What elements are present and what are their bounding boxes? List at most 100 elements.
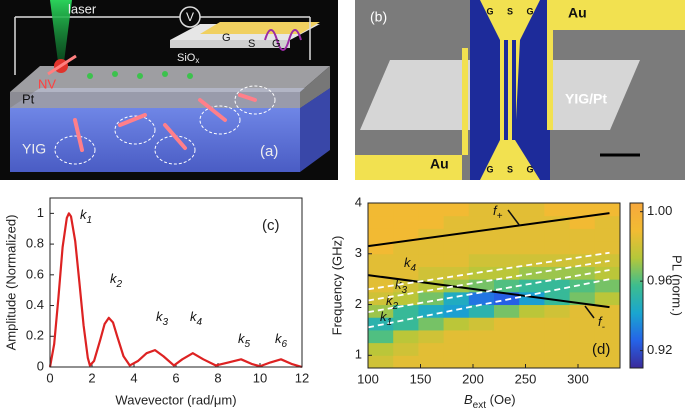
y-tick-label: 0.6	[26, 266, 44, 281]
mode-label-sub: 2	[392, 301, 399, 312]
panel-label: (c)	[262, 217, 280, 234]
heat-cell	[443, 215, 470, 229]
mode-label-main: k	[404, 255, 412, 270]
microwave-wave	[264, 29, 302, 51]
heat-cell	[569, 329, 596, 344]
heat-cell	[569, 228, 596, 242]
heat-cell	[494, 241, 520, 255]
heat-cell	[494, 304, 520, 318]
heat-cell	[569, 317, 596, 331]
x-axis-label: Bext (Oe)	[464, 392, 516, 410]
heat-cell	[468, 253, 495, 267]
heat-cell	[393, 203, 419, 217]
mode-label-main: k	[380, 309, 388, 324]
heat-cell	[418, 266, 445, 280]
heat-cell	[544, 342, 571, 356]
mode-label-sub: 3	[402, 285, 408, 296]
heat-cell	[494, 342, 520, 356]
x-tick-label: 12	[295, 370, 309, 385]
heat-cell	[443, 355, 470, 369]
heat-cell	[393, 253, 419, 267]
yig-slab	[10, 108, 300, 172]
heat-cell	[494, 253, 520, 267]
electrode-label: S	[248, 38, 255, 50]
heat-cell	[393, 355, 419, 369]
panel-label: (b)	[370, 9, 387, 25]
heat-cell	[544, 241, 571, 255]
heat-cell	[468, 342, 495, 356]
electrode-front	[170, 40, 290, 48]
electrode-label: G	[486, 6, 493, 16]
y-tick-label: 0.8	[26, 236, 44, 251]
heat-cell	[468, 291, 495, 306]
panel-b: (b) Au Au YIG/Pt G S G G S G	[355, 0, 685, 180]
peak-label: k3	[156, 309, 169, 327]
heat-cell	[519, 355, 545, 369]
colorbar-label: PL (norm.)	[670, 255, 685, 316]
x-axis-label: Wavevector (rad/μm)	[115, 392, 236, 407]
heat-cell	[494, 355, 520, 369]
heat-cell	[569, 355, 596, 369]
colorbar-tick-label: 1.00	[647, 203, 672, 218]
heat-cell	[368, 304, 394, 318]
heat-cell	[494, 329, 520, 344]
sample-label: YIG/Pt	[565, 91, 607, 107]
heat-cell	[569, 241, 596, 255]
peak-label-sub: 4	[197, 317, 203, 328]
x-tick-label: 4	[130, 370, 137, 385]
x-tick-label: 8	[214, 370, 221, 385]
pt-label: Pt	[22, 91, 35, 106]
yig-label: YIG	[22, 141, 46, 157]
y-tick-label: 3	[355, 245, 362, 260]
peak-label-sub: 5	[245, 339, 251, 350]
heat-cell	[443, 253, 470, 267]
x-tick-label: 2	[88, 370, 95, 385]
heat-cell	[494, 317, 520, 331]
heat-cell	[494, 203, 520, 217]
heat-cell	[544, 279, 571, 293]
cpw-signal	[508, 30, 512, 150]
laser-beam	[50, 0, 72, 62]
heat-cell	[594, 317, 621, 331]
heat-cell	[468, 241, 495, 255]
oxide-text: SiO	[177, 52, 196, 64]
heat-cell	[519, 304, 545, 318]
x-tick-label: 250	[515, 371, 537, 386]
heat-cell	[443, 304, 470, 318]
peak-label-main: k	[238, 331, 246, 346]
heat-cell	[594, 241, 621, 255]
heat-cell	[519, 317, 545, 331]
heat-cell	[544, 304, 571, 318]
heat-cell	[418, 215, 445, 229]
heat-cell	[569, 279, 596, 293]
peak-label-main: k	[80, 207, 88, 222]
peak-label-main: k	[156, 309, 164, 324]
heat-cell	[368, 355, 394, 369]
mode-label-main: k	[386, 293, 394, 308]
au-label: Au	[430, 156, 449, 172]
heat-cell	[544, 228, 571, 242]
oxide-label: SiOx	[177, 52, 199, 65]
heat-cell	[393, 228, 419, 242]
x-tick-label: 100	[357, 371, 379, 386]
electrode-label: S	[507, 6, 513, 16]
heat-cell	[443, 329, 470, 344]
heat-cell	[368, 215, 394, 229]
heat-cell	[468, 329, 495, 344]
heat-cell	[418, 291, 445, 306]
heat-cell	[519, 329, 545, 344]
laser-label: laser	[68, 1, 97, 16]
peak-label-main: k	[190, 309, 198, 324]
y-tick-label: 4	[355, 194, 362, 209]
x-tick-label: 150	[410, 371, 432, 386]
x-axis-label-main: B	[464, 392, 473, 407]
x-tick-label: 200	[462, 371, 484, 386]
panel-label: (a)	[260, 143, 278, 160]
y-tick-label: 0.4	[26, 297, 44, 312]
x-tick-label: 6	[172, 370, 179, 385]
y-tick-label: 1	[37, 205, 44, 220]
colorbar	[629, 202, 644, 369]
heat-cell	[393, 215, 419, 229]
heat-cell	[443, 203, 470, 217]
